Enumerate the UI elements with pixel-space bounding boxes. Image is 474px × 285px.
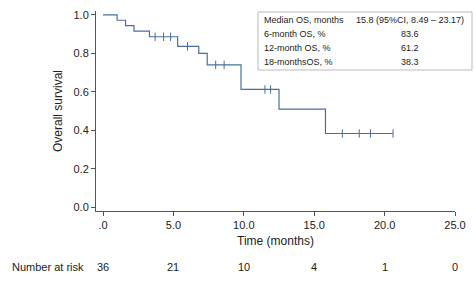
svg-text:Time (months): Time (months) [237,234,314,248]
svg-text:.0: .0 [98,219,107,231]
svg-text:Overall survival: Overall survival [51,70,65,152]
svg-text:4: 4 [311,261,317,273]
svg-text:5.0: 5.0 [166,219,181,231]
svg-text:0.2: 0.2 [74,163,89,175]
svg-text:83.6: 83.6 [401,29,419,39]
svg-text:1: 1 [382,261,388,273]
svg-text:Number at risk: Number at risk [12,261,84,273]
svg-text:0.6: 0.6 [74,86,89,98]
svg-text:61.2: 61.2 [401,43,419,53]
svg-text:12-month OS, %: 12-month OS, % [264,43,331,53]
svg-text:38.3: 38.3 [401,57,419,67]
svg-text:36: 36 [97,261,109,273]
svg-text:1.0: 1.0 [74,9,89,21]
svg-text:25.0: 25.0 [444,219,465,231]
svg-text:0.4: 0.4 [74,124,89,136]
svg-text:0.0: 0.0 [74,201,89,213]
svg-text:20.0: 20.0 [374,219,395,231]
svg-text:Median OS, months: Median OS, months [264,15,344,25]
svg-text:0: 0 [452,261,458,273]
svg-text:18-monthsOS, %: 18-monthsOS, % [264,57,333,67]
svg-text:15.8 (95%CI, 8.49 – 23.17): 15.8 (95%CI, 8.49 – 23.17) [356,15,464,25]
svg-text:15.0: 15.0 [304,219,325,231]
svg-text:0.8: 0.8 [74,47,89,59]
svg-text:10: 10 [238,261,250,273]
svg-text:10.0: 10.0 [233,219,254,231]
svg-text:6-month OS, %: 6-month OS, % [264,29,326,39]
svg-text:21: 21 [167,261,179,273]
